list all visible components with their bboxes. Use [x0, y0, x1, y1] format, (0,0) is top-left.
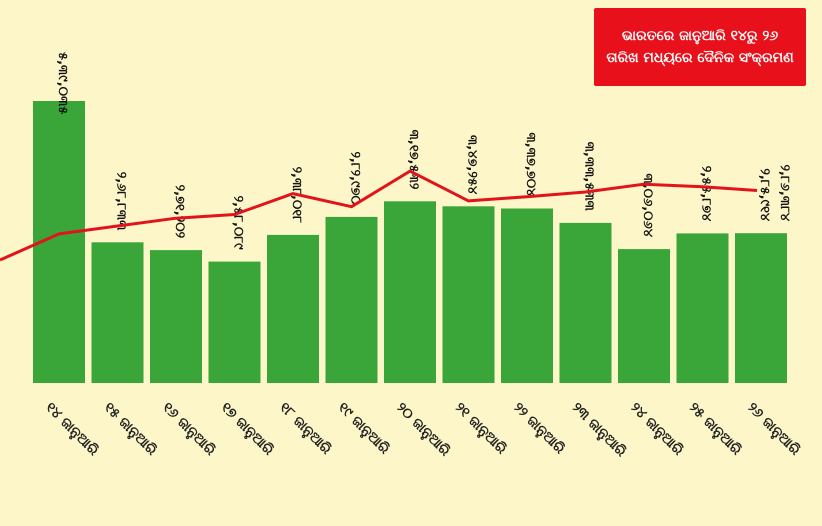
value-label: ୨,୮୫,୯୧୪ — [757, 168, 772, 221]
value-label: ୨,୮୨,୯୭୦ — [348, 151, 363, 205]
bar — [735, 233, 787, 383]
value-label: ୨,୫୮,୦୮୯ — [231, 196, 246, 250]
trend-line — [0, 169, 758, 262]
bar — [618, 249, 670, 383]
bar — [501, 208, 553, 383]
value-label: ୨,୬୮,୮୩୩ — [114, 172, 129, 231]
chart-title-line-1: ଭାରତରେ ଜାନୁଆରି ୧୪ରୁ ୨୬ — [621, 28, 779, 44]
value-label: ୫,୩୯,୦୩୫ — [55, 52, 70, 114]
value-label: ୩,୩୩,୫୩୩ — [582, 142, 597, 212]
value-label: ୩,୩୭,୭୦୪ — [523, 133, 538, 198]
value-label: ୩,୪୭,୨୫୪ — [465, 135, 480, 195]
value-label: ୩,୦୬,୦୬୪ — [640, 174, 655, 238]
chart-title-line-2: ତାରିଖ ମଧ୍ୟରେ ଦୈନିକ ସଂକ୍ରମଣ — [606, 50, 794, 66]
bar — [325, 216, 378, 383]
value-label: ୨,୭୧,୨୦୨ — [172, 185, 187, 239]
bar — [267, 234, 319, 383]
value-label: ୨,୫୫,୮୭୪ — [699, 166, 714, 222]
bar — [91, 242, 144, 383]
bar — [150, 250, 202, 383]
value-label: ୩,୧୭,୫୩୨ — [406, 130, 421, 190]
bar — [208, 261, 261, 383]
bar — [384, 201, 436, 383]
value-label: ୨,୮୬,୩୮୪ — [777, 165, 792, 222]
bar-group — [33, 101, 787, 383]
bar — [442, 206, 495, 383]
bar — [559, 222, 612, 383]
bar — [676, 233, 729, 383]
chart-title: ଭାରତରେ ଜାନୁଆରି ୧୪ରୁ ୨୬ ତାରିଖ ମଧ୍ୟରେ ଦୈନି… — [594, 8, 806, 86]
